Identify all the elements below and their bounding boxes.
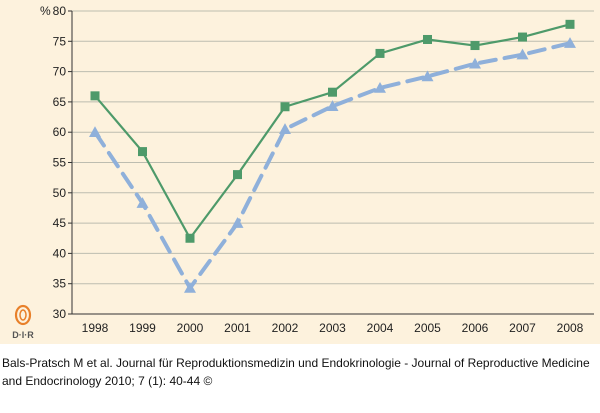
logo-text: D·I·R bbox=[12, 330, 34, 340]
data-point-square bbox=[233, 170, 242, 180]
data-point-square bbox=[328, 87, 337, 97]
x-tick-labels: 1998 1999 2000 2001 2002 2003 2004 2005 2006 2007… bbox=[82, 321, 584, 335]
y-tick-labels: 30 35 40 45 50 55 60 65 70 75 80% bbox=[40, 4, 66, 321]
x-tick-label: 2005 bbox=[414, 321, 441, 335]
x-tick-label: 2003 bbox=[319, 321, 346, 335]
data-point-triangle bbox=[564, 37, 576, 48]
x-tick-label: 1999 bbox=[129, 321, 156, 335]
y-tick-label: 55 bbox=[53, 156, 67, 170]
data-point-square bbox=[375, 48, 385, 58]
x-tick-label: 2007 bbox=[509, 321, 536, 335]
data-point-square bbox=[185, 233, 195, 243]
y-tick-label: 80 bbox=[53, 4, 67, 18]
series-line-0 bbox=[93, 23, 572, 240]
y-tick-label: 50 bbox=[53, 186, 67, 200]
y-tick-label: 70 bbox=[53, 65, 67, 79]
y-tick-label: 40 bbox=[53, 246, 67, 260]
data-point-triangle bbox=[326, 100, 339, 111]
data-point-triangle bbox=[516, 48, 529, 60]
data-point-triangle bbox=[469, 57, 481, 69]
logo-emblem-icon bbox=[14, 304, 32, 326]
y-tick-label: 35 bbox=[53, 277, 67, 291]
data-point-triangle bbox=[421, 70, 434, 82]
data-point-square bbox=[565, 19, 575, 29]
data-point-triangle bbox=[374, 81, 386, 93]
data-point-triangle bbox=[89, 126, 101, 137]
series-line-1 bbox=[93, 41, 572, 290]
y-tick-label: 65 bbox=[53, 95, 67, 109]
data-point-triangle bbox=[279, 123, 291, 134]
x-tick-label: 2000 bbox=[177, 321, 204, 335]
data-point-square bbox=[518, 32, 527, 42]
data-point-square bbox=[280, 102, 290, 112]
figure-caption: Bals-Pratsch M et al. Journal für Reprod… bbox=[2, 356, 590, 388]
gridlines bbox=[72, 10, 594, 285]
axes bbox=[68, 10, 594, 315]
y-tick-label: 75 bbox=[53, 34, 67, 48]
data-point-triangle bbox=[184, 281, 196, 293]
y-tick-label: 60 bbox=[53, 125, 67, 139]
x-tick-label: 2006 bbox=[462, 321, 489, 335]
data-point-square bbox=[138, 147, 147, 157]
x-tick-label: 2004 bbox=[367, 321, 394, 335]
x-tick-label: 2002 bbox=[272, 321, 299, 335]
data-point-triangle bbox=[231, 217, 244, 228]
x-tick-label: 1998 bbox=[82, 321, 109, 335]
data-point-square bbox=[470, 41, 480, 51]
x-tick-label: 2008 bbox=[557, 321, 584, 335]
dir-logo: D·I·R bbox=[8, 304, 38, 344]
y-axis-unit-label: % bbox=[40, 4, 51, 18]
x-tick-label: 2001 bbox=[224, 321, 251, 335]
data-point-square bbox=[423, 34, 432, 44]
data-point-triangle bbox=[136, 197, 149, 208]
data-point-square bbox=[90, 91, 100, 101]
y-tick-label: 30 bbox=[53, 307, 67, 321]
y-tick-label: 45 bbox=[53, 216, 67, 230]
line-chart: 30 35 40 45 50 55 60 65 70 75 80% 1998 1999 2000 2001… bbox=[40, 4, 594, 335]
chart-panel: 30 35 40 45 50 55 60 65 70 75 80% 1998 1999 2000 2001… bbox=[0, 0, 600, 344]
data-series bbox=[89, 19, 576, 293]
